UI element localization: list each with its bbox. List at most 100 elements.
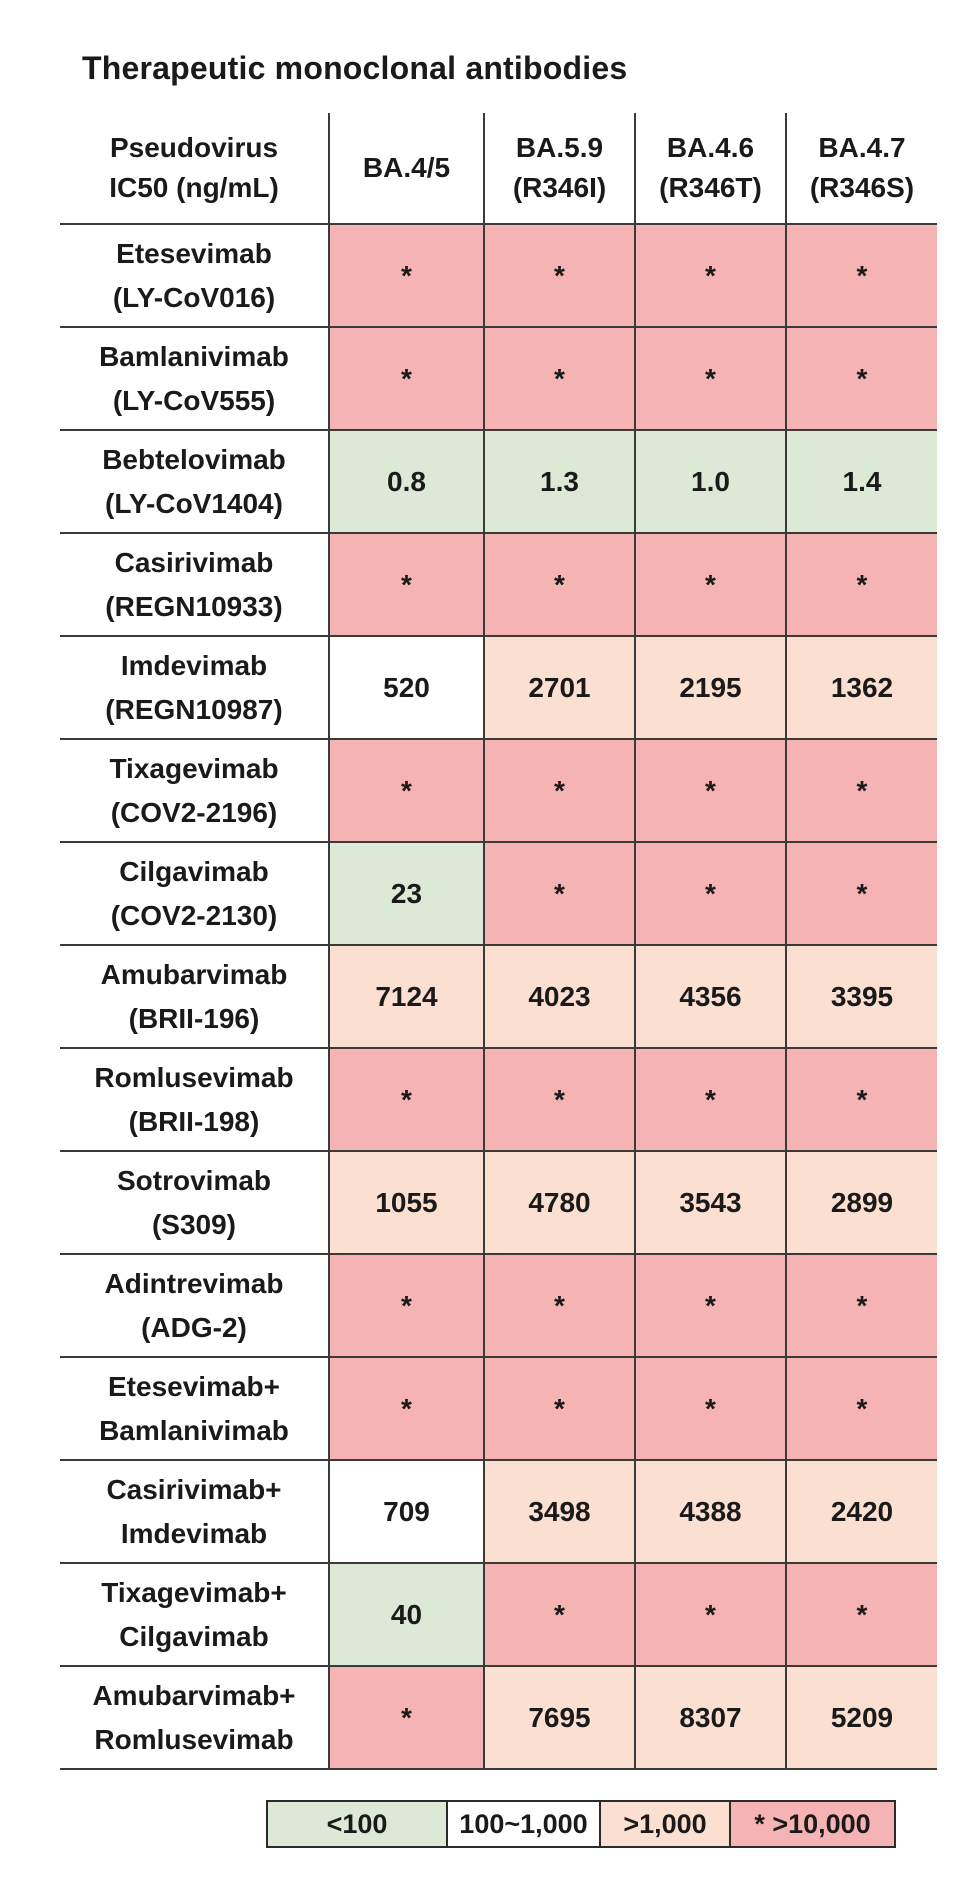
row-label: Casirivimab+ Imdevimab xyxy=(60,1461,328,1564)
ic50-cell: 2701 xyxy=(483,637,634,740)
column-header: BA.4.6 (R346T) xyxy=(634,113,785,225)
row-label: Adintrevimab (ADG-2) xyxy=(60,1255,328,1358)
row-label: Etesevimab (LY-CoV016) xyxy=(60,225,328,328)
row-label-line: Romlusevimab xyxy=(94,1723,294,1755)
chart-title: Therapeutic monoclonal antibodies xyxy=(82,50,628,86)
row-label-line: (COV2-2196) xyxy=(110,796,278,828)
ic50-cell: * xyxy=(328,225,483,328)
ic50-cell: 2420 xyxy=(785,1461,937,1564)
row-label-line: Casirivimab+ xyxy=(106,1473,282,1505)
ic50-cell: 4356 xyxy=(634,946,785,1049)
ic50-cell: * xyxy=(785,843,937,946)
row-label-line: Romlusevimab xyxy=(94,1061,294,1093)
ic50-cell: 520 xyxy=(328,637,483,740)
ic50-cell: * xyxy=(785,1255,937,1358)
ic50-cell: * xyxy=(483,1564,634,1667)
ic50-cell: * xyxy=(785,1564,937,1667)
ic50-cell: 4780 xyxy=(483,1152,634,1255)
ic50-cell: * xyxy=(785,1049,937,1152)
color-legend: <100 100~1,000 >1,000 * >10,000 xyxy=(266,1800,896,1848)
column-header-line: BA.4.7 xyxy=(818,132,906,163)
row-label-line: Imdevimab xyxy=(120,1517,268,1549)
ic50-cell: * xyxy=(634,1049,785,1152)
ic50-cell: 3498 xyxy=(483,1461,634,1564)
ic50-cell: * xyxy=(328,1049,483,1152)
ic50-cell: 7695 xyxy=(483,1667,634,1770)
ic50-cell: 40 xyxy=(328,1564,483,1667)
row-label: Romlusevimab (BRII-198) xyxy=(60,1049,328,1152)
ic50-cell: * xyxy=(328,534,483,637)
row-label: Bebtelovimab (LY-CoV1404) xyxy=(60,431,328,534)
ic50-cell: * xyxy=(483,1358,634,1461)
ic50-cell: * xyxy=(634,534,785,637)
column-header-line: BA.5.9 xyxy=(515,132,604,163)
ic50-cell: * xyxy=(634,843,785,946)
ic50-cell: * xyxy=(328,1358,483,1461)
row-label-line: Imdevimab xyxy=(120,649,268,681)
row-label-line: (BRII-196) xyxy=(128,1002,260,1034)
corner-header-line: IC50 (ng/mL) xyxy=(109,172,279,203)
column-header-line: BA.4/5 xyxy=(362,152,451,183)
ic50-cell: 1.0 xyxy=(634,431,785,534)
row-label: Tixagevimab (COV2-2196) xyxy=(60,740,328,843)
ic50-cell: 3543 xyxy=(634,1152,785,1255)
column-header: BA.5.9 (R346I) xyxy=(483,113,634,225)
row-label-line: Cilgavimab xyxy=(119,1620,269,1652)
row-label-line: Sotrovimab xyxy=(116,1164,272,1196)
column-header-line: (R346I) xyxy=(512,172,607,203)
ic50-cell: * xyxy=(483,1255,634,1358)
ic50-cell: * xyxy=(634,225,785,328)
column-header-line: (R346T) xyxy=(659,172,762,203)
ic50-cell: * xyxy=(785,225,937,328)
row-label-line: (BRII-198) xyxy=(128,1105,260,1137)
ic50-cell: 7124 xyxy=(328,946,483,1049)
row-label-line: Bebtelovimab xyxy=(102,443,286,475)
row-label-line: (COV2-2130) xyxy=(110,899,278,931)
row-label: Etesevimab+ Bamlanivimab xyxy=(60,1358,328,1461)
ic50-cell: * xyxy=(483,740,634,843)
column-header-line: (R346S) xyxy=(809,172,915,203)
row-label-line: (LY-CoV016) xyxy=(112,281,276,313)
row-label-line: Adintrevimab xyxy=(104,1267,284,1299)
row-label-line: Amubarvimab xyxy=(100,958,288,990)
ic50-cell: * xyxy=(634,740,785,843)
ic50-cell: 1362 xyxy=(785,637,937,740)
ic50-cell: 4023 xyxy=(483,946,634,1049)
column-header: BA.4.7 (R346S) xyxy=(785,113,937,225)
row-label-line: Bamlanivimab xyxy=(99,1414,289,1446)
ic50-table: Pseudovirus IC50 (ng/mL) BA.4/5 BA.5.9 (R346… xyxy=(60,113,937,1770)
ic50-cell: * xyxy=(785,534,937,637)
row-label: Amubarvimab (BRII-196) xyxy=(60,946,328,1049)
ic50-cell: * xyxy=(634,1564,785,1667)
legend-item: <100 xyxy=(268,1802,446,1846)
ic50-cell: * xyxy=(785,740,937,843)
legend-item: >1,000 xyxy=(599,1802,729,1846)
row-label-line: Tixagevimab+ xyxy=(101,1576,287,1608)
row-label: Imdevimab (REGN10987) xyxy=(60,637,328,740)
row-label-line: (ADG-2) xyxy=(141,1311,247,1343)
row-label-line: Etesevimab xyxy=(116,237,272,269)
row-label: Tixagevimab+ Cilgavimab xyxy=(60,1564,328,1667)
row-label: Sotrovimab (S309) xyxy=(60,1152,328,1255)
ic50-cell: 3395 xyxy=(785,946,937,1049)
ic50-cell: * xyxy=(634,1255,785,1358)
ic50-cell: * xyxy=(634,328,785,431)
row-label-line: Amubarvimab+ xyxy=(92,1679,296,1711)
ic50-cell: * xyxy=(483,225,634,328)
ic50-cell: 1.4 xyxy=(785,431,937,534)
ic50-cell: 0.8 xyxy=(328,431,483,534)
ic50-cell: 8307 xyxy=(634,1667,785,1770)
column-header: BA.4/5 xyxy=(328,113,483,225)
row-label-line: Etesevimab+ xyxy=(108,1370,280,1402)
row-label-line: Casirivimab xyxy=(114,546,274,578)
ic50-cell: * xyxy=(634,1358,785,1461)
ic50-cell: * xyxy=(483,1049,634,1152)
row-label: Cilgavimab (COV2-2130) xyxy=(60,843,328,946)
row-label: Casirivimab (REGN10933) xyxy=(60,534,328,637)
legend-item: * >10,000 xyxy=(729,1802,894,1846)
corner-header-line: Pseudovirus xyxy=(109,132,279,163)
row-label-line: (LY-CoV1404) xyxy=(105,487,283,519)
ic50-cell: * xyxy=(483,843,634,946)
ic50-cell: * xyxy=(483,328,634,431)
ic50-cell: * xyxy=(328,1667,483,1770)
